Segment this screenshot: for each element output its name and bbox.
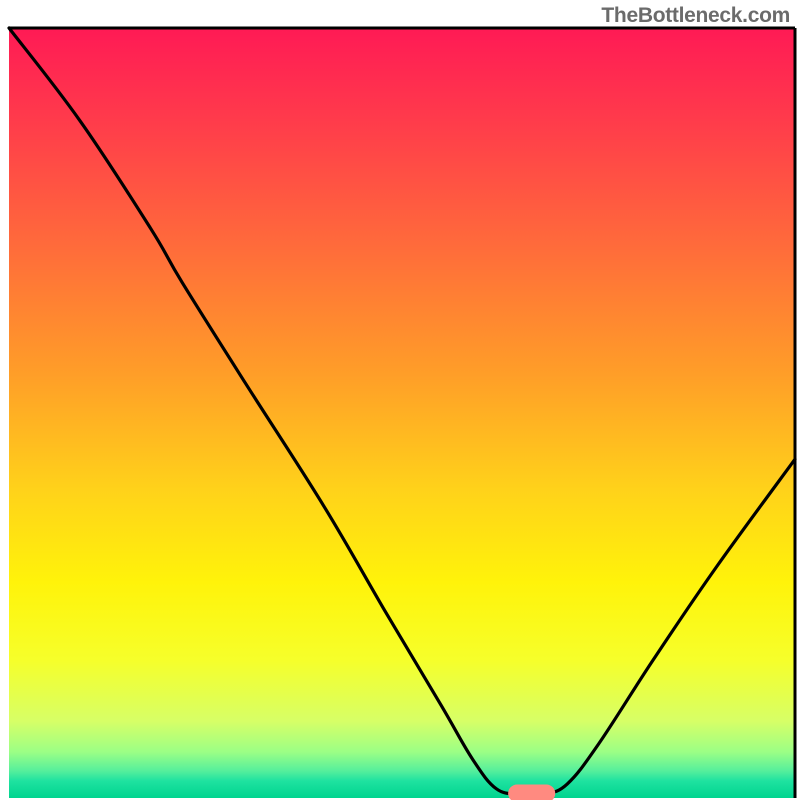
chart-background: [9, 28, 795, 798]
optimal-marker: [508, 785, 555, 800]
bottleneck-chart: [0, 0, 800, 800]
watermark-text: TheBottleneck.com: [601, 4, 790, 28]
chart-container: TheBottleneck.com: [0, 0, 800, 800]
